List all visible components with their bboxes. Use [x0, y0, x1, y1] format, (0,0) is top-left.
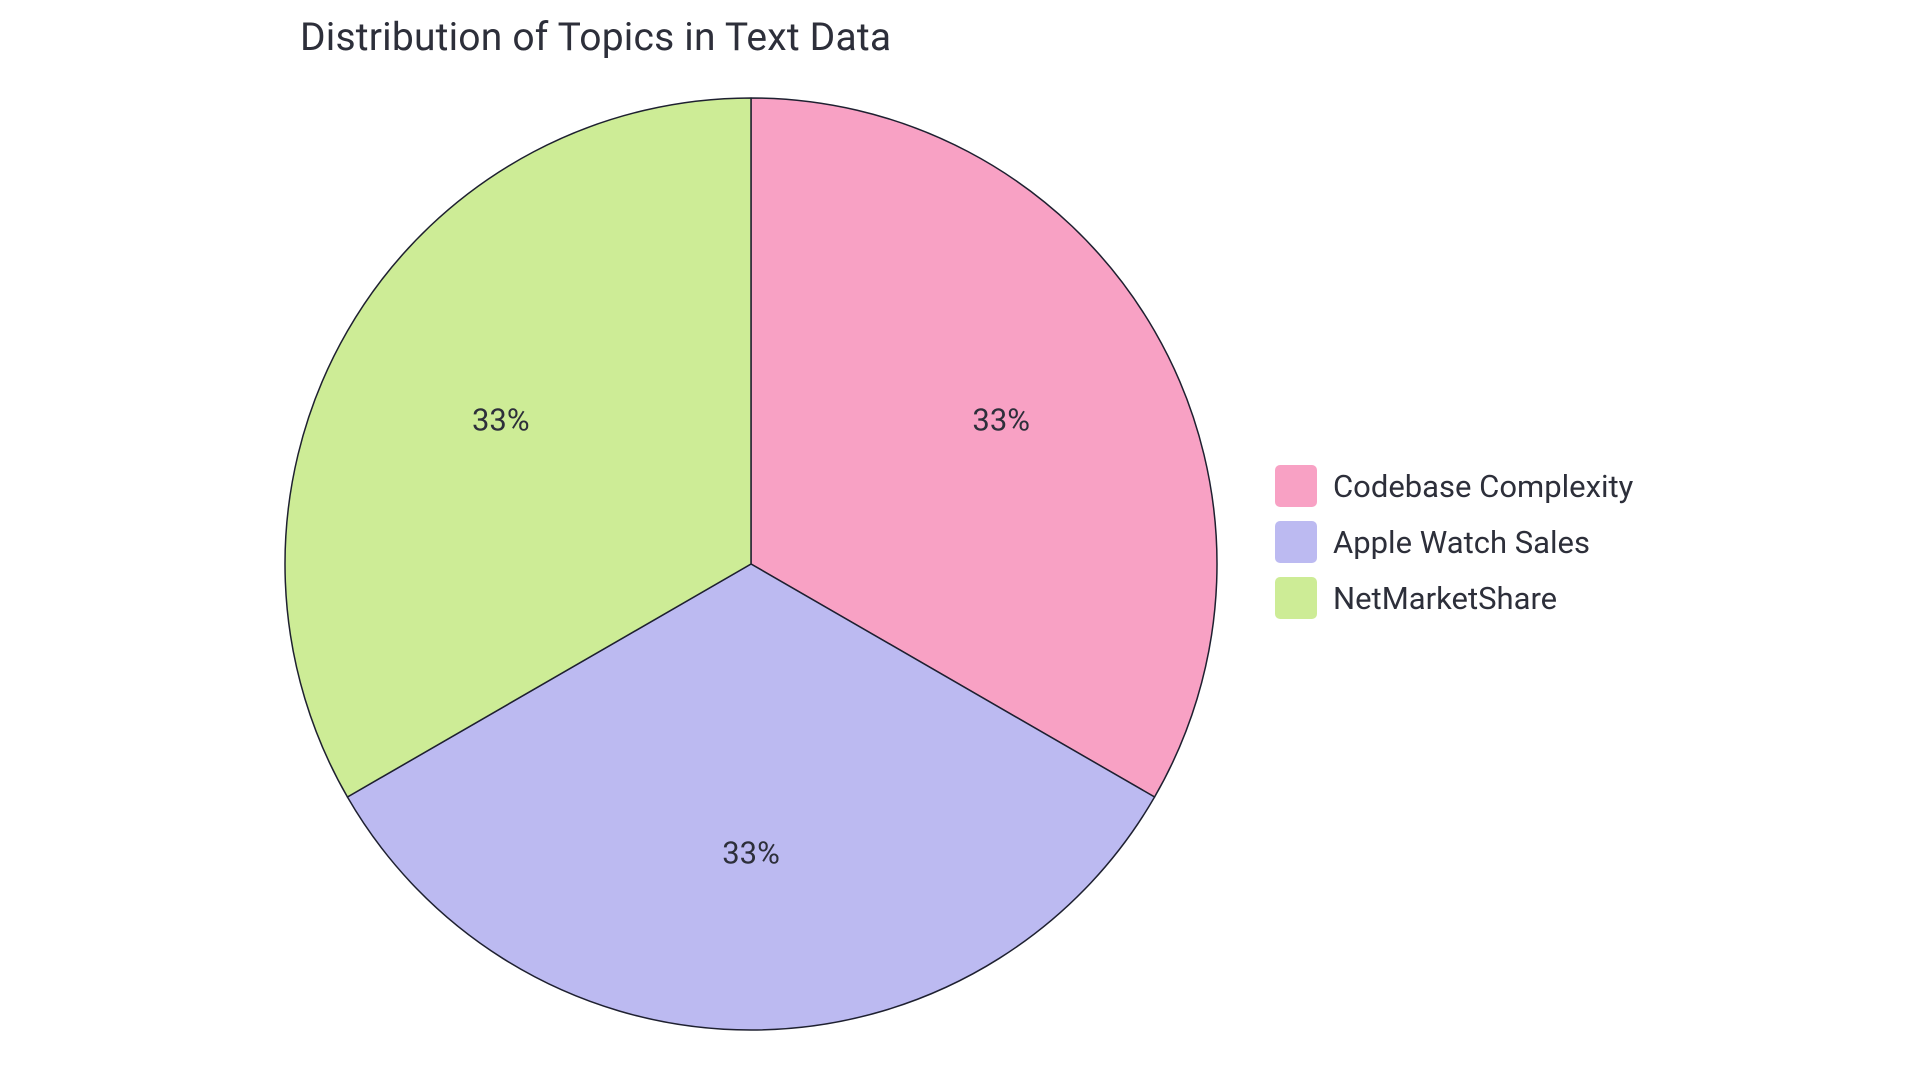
legend-item: Apple Watch Sales — [1275, 521, 1633, 563]
legend-label: Codebase Complexity — [1333, 468, 1633, 505]
legend-swatch — [1275, 521, 1317, 563]
slice-percent-label: 33% — [972, 401, 1030, 438]
legend-label: NetMarketShare — [1333, 580, 1557, 617]
legend-item: NetMarketShare — [1275, 577, 1633, 619]
slice-percent-label: 33% — [472, 401, 530, 438]
legend-item: Codebase Complexity — [1275, 465, 1633, 507]
slice-percent-label: 33% — [722, 834, 780, 871]
legend-label: Apple Watch Sales — [1333, 524, 1590, 561]
legend-swatch — [1275, 465, 1317, 507]
legend-swatch — [1275, 577, 1317, 619]
legend: Codebase Complexity Apple Watch Sales NetM… — [1275, 465, 1633, 619]
